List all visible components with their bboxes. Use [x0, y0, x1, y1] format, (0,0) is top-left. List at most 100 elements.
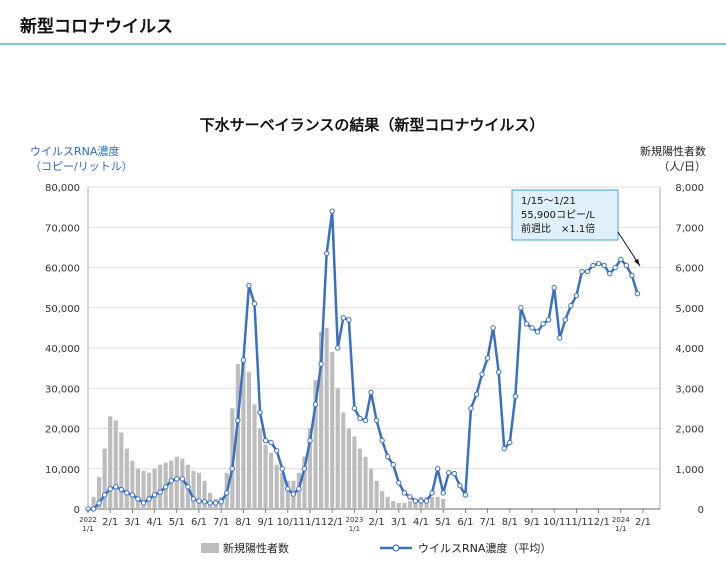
- x-tick-year: 2022: [79, 516, 97, 524]
- case-bar: [180, 458, 185, 509]
- case-bar: [363, 456, 368, 509]
- x-tick-label: 2/1: [369, 517, 385, 528]
- rna-point: [396, 480, 402, 486]
- rna-concentration-line: [85, 208, 641, 512]
- rna-point: [240, 357, 247, 363]
- rna-point: [318, 361, 324, 367]
- rna-point: [201, 499, 208, 505]
- rna-point: [257, 409, 263, 416]
- rna-point: [562, 317, 568, 323]
- case-bar: [402, 502, 407, 509]
- left-tick-label: 40,000: [45, 344, 80, 355]
- case-bar: [413, 498, 418, 509]
- page-header: 新型コロナウイルス: [0, 0, 726, 45]
- legend-bars-label: 新規陽性者数: [223, 541, 289, 555]
- rna-point: [590, 262, 596, 269]
- rna-point: [512, 393, 519, 399]
- rna-point: [551, 284, 557, 291]
- left-tick-label: 70,000: [45, 223, 80, 234]
- x-tick-year: 2023: [345, 516, 363, 524]
- x-tick-year: 2024: [612, 516, 630, 524]
- rna-point: [423, 498, 430, 504]
- rna-point: [446, 470, 452, 476]
- right-axis-label-line2: （人/日）: [658, 160, 706, 173]
- x-tick-label: 11/1: [299, 517, 321, 528]
- rna-point: [540, 321, 546, 327]
- case-bar: [280, 472, 285, 509]
- rna-point: [179, 476, 186, 482]
- rna-point: [290, 491, 297, 497]
- left-axis-ticks: 0 10,000 20,000 30,000 40,000 50,000 60,000 70,…: [45, 183, 80, 516]
- rna-point: [529, 325, 535, 331]
- x-tick-label: 9/1: [524, 517, 540, 528]
- case-bar: [396, 502, 401, 509]
- rna-point: [157, 489, 163, 495]
- callout-line3: 前週比 ×1.1倍: [521, 222, 595, 235]
- case-bar: [174, 456, 179, 509]
- rna-point: [451, 470, 457, 477]
- rna-point: [335, 345, 341, 351]
- rna-point: [190, 496, 197, 502]
- case-bar: [385, 496, 390, 509]
- legend-line-marker: [392, 544, 400, 552]
- rna-point: [462, 492, 469, 498]
- rna-point: [362, 417, 369, 424]
- rna-point: [607, 270, 613, 277]
- case-bar: [257, 428, 263, 509]
- right-axis-label-line1: 新規陽性者数: [640, 144, 706, 158]
- x-tick-label: 10/1: [543, 517, 565, 528]
- page-title: 新型コロナウイルス: [20, 17, 173, 37]
- rna-point: [135, 496, 141, 502]
- right-axis-ticks: 0 1,000 2,000 3,000 4,000 5,000 6,000 7,000 8,00…: [675, 183, 704, 516]
- rna-point: [118, 486, 125, 493]
- case-bar: [108, 416, 113, 509]
- case-bar: [113, 420, 118, 509]
- rna-point: [407, 494, 413, 500]
- case-bar: [235, 364, 240, 509]
- rna-point: [629, 272, 635, 279]
- right-tick-label: 3,000: [675, 384, 704, 395]
- rna-point: [107, 486, 113, 492]
- rna-point: [401, 490, 408, 496]
- rna-point: [634, 290, 641, 297]
- rna-point: [96, 500, 102, 506]
- rna-point: [479, 371, 485, 377]
- case-bar: [346, 428, 351, 509]
- case-bar: [102, 448, 107, 509]
- x-tick-label: 7/1: [213, 517, 229, 528]
- rna-point: [584, 268, 591, 275]
- x-tick-label: 6/1: [457, 517, 473, 528]
- rna-point: [101, 492, 108, 498]
- case-bar: [374, 480, 379, 509]
- right-tick-label: 7,000: [675, 223, 704, 234]
- rna-point: [568, 303, 574, 309]
- rna-point: [340, 315, 346, 321]
- case-bar: [97, 476, 102, 509]
- rna-point: [146, 496, 152, 502]
- x-tick-label: 7/1: [480, 517, 496, 528]
- rna-point: [268, 439, 274, 446]
- left-tick-label: 80,000: [45, 183, 80, 194]
- x-tick-sub: 1/1: [349, 525, 360, 533]
- rna-point: [274, 447, 280, 454]
- rna-point: [185, 484, 191, 490]
- x-tick-sub: 1/1: [82, 525, 93, 533]
- case-bar: [285, 480, 290, 509]
- rna-point: [623, 262, 630, 269]
- x-tick-label: 12/1: [587, 517, 609, 528]
- case-bar: [341, 412, 346, 509]
- case-bar: [196, 472, 202, 509]
- left-tick-label: 30,000: [45, 384, 80, 395]
- rna-point: [285, 486, 291, 492]
- rna-point: [229, 466, 236, 472]
- rna-point: [473, 391, 480, 397]
- rna-point: [307, 437, 313, 444]
- callout-box: [511, 189, 619, 241]
- right-tick-label: 4,000: [675, 344, 704, 355]
- left-axis-label-line1: ウイルスRNA濃度: [30, 144, 119, 158]
- right-tick-label: 0: [698, 505, 704, 516]
- case-bar: [152, 468, 157, 509]
- rna-point: [351, 405, 358, 412]
